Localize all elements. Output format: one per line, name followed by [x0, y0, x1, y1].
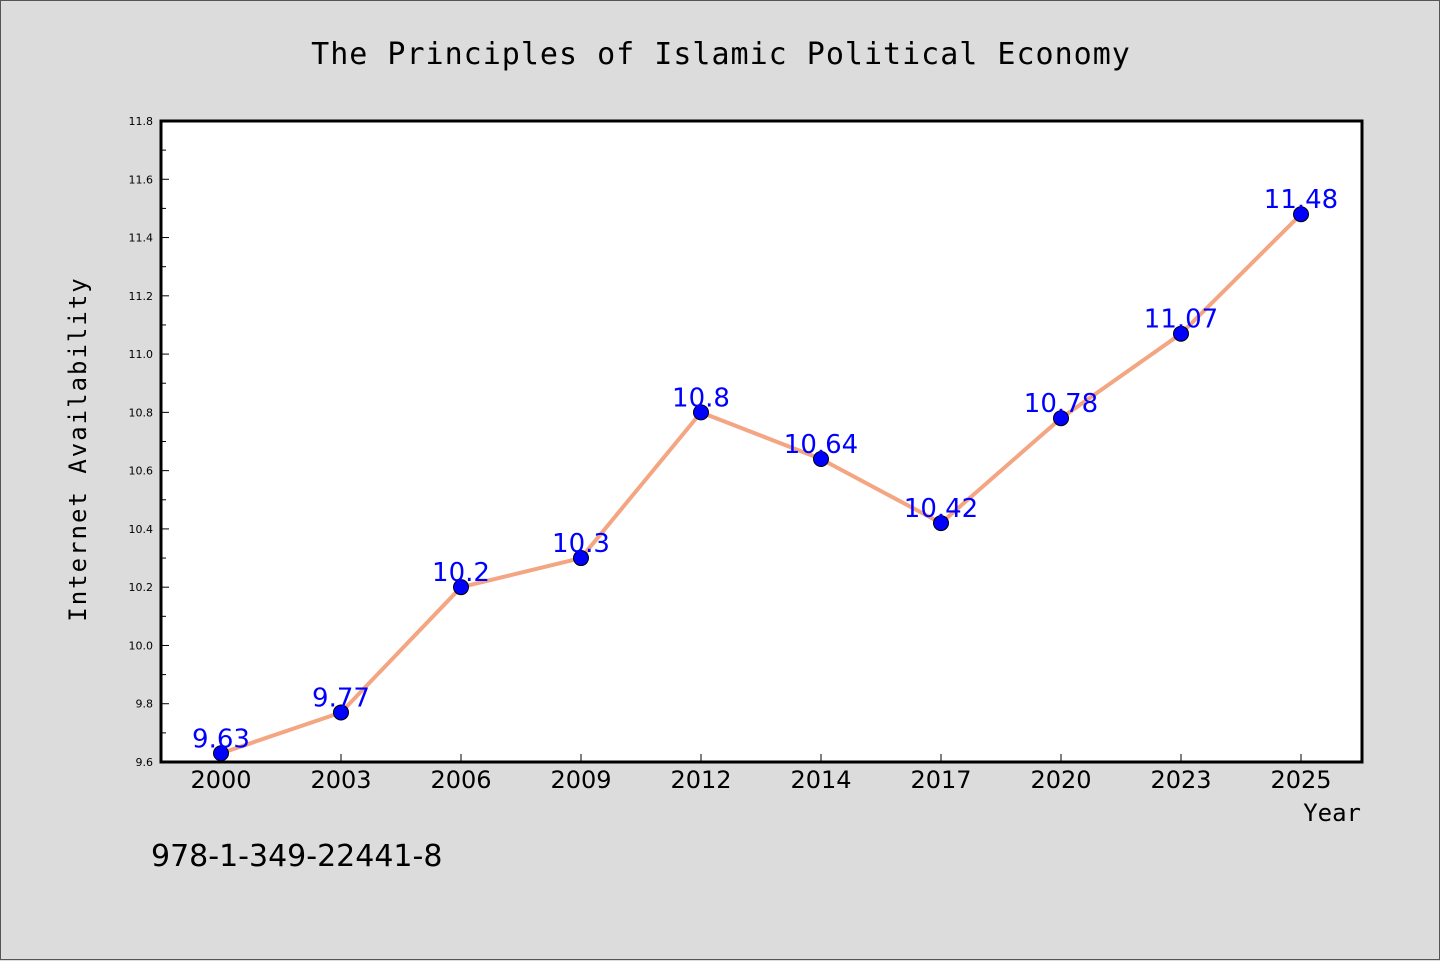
chart-title: The Principles of Islamic Political Econ… — [311, 37, 1131, 72]
x-tick-label: 2003 — [310, 766, 371, 794]
x-tick-label: 2017 — [910, 766, 971, 794]
data-point — [933, 515, 949, 532]
y-axis: 9.6 9.8 10.0 10.2 10.4 10.6 10.8 11.0 11.2 11.4 11… — [129, 115, 169, 769]
y-tick-label: 10.4 — [129, 523, 154, 536]
isbn-text: 978-1-349-22441-8 — [151, 839, 442, 874]
data-label: 9.77 — [312, 683, 370, 713]
data-label: 10.64 — [784, 430, 858, 460]
series-line — [220, 212, 1303, 756]
data-point — [573, 550, 589, 567]
data-label: 9.63 — [192, 724, 250, 754]
x-tick-label: 2025 — [1270, 766, 1331, 794]
y-tick-label: 11.6 — [129, 173, 154, 186]
x-axis: 2000 2003 2006 2009 2012 2014 2017 2020 2023 2025 — [190, 754, 1332, 794]
data-label: 10.78 — [1024, 389, 1098, 419]
y-tick-label: 10.6 — [129, 465, 154, 478]
y-axis-label: Internet Availability — [64, 276, 92, 621]
y-tick-label: 10.8 — [129, 406, 154, 419]
data-point — [333, 704, 349, 721]
data-point — [453, 579, 469, 596]
data-label: 11.07 — [1144, 305, 1218, 335]
x-tick-label: 2014 — [790, 766, 851, 794]
data-label: 10.3 — [552, 529, 610, 559]
x-tick-label: 2009 — [550, 766, 611, 794]
data-point — [693, 404, 709, 421]
data-point — [1293, 206, 1309, 223]
y-tick-label: 10.0 — [129, 639, 154, 652]
x-tick-label: 2000 — [190, 766, 251, 794]
series-group: 9.63 9.77 10.2 10.3 10.8 10.64 10.42 10.78 11.07… — [192, 185, 1338, 762]
data-point — [1053, 410, 1069, 427]
y-tick-label: 11.4 — [129, 232, 154, 245]
y-tick-label: 11.8 — [129, 115, 154, 128]
data-label: 10.2 — [432, 558, 490, 588]
y-tick-label: 9.6 — [136, 756, 154, 769]
x-tick-label: 2006 — [430, 766, 491, 794]
data-point — [213, 745, 229, 762]
data-label: 11.48 — [1264, 185, 1338, 215]
data-point — [813, 450, 829, 467]
x-tick-label: 2023 — [1150, 766, 1211, 794]
x-tick-label: 2012 — [670, 766, 731, 794]
plot-area — [159, 119, 1364, 764]
y-tick-label: 11.0 — [129, 348, 154, 361]
data-label: 10.8 — [672, 383, 730, 413]
x-axis-label: Year — [1303, 799, 1361, 827]
x-tick-label: 2020 — [1030, 766, 1091, 794]
data-point — [1173, 325, 1189, 342]
y-tick-label: 9.8 — [136, 698, 154, 711]
y-tick-label: 11.2 — [129, 290, 154, 303]
y-tick-label: 10.2 — [129, 581, 154, 594]
data-label: 10.42 — [904, 494, 978, 524]
